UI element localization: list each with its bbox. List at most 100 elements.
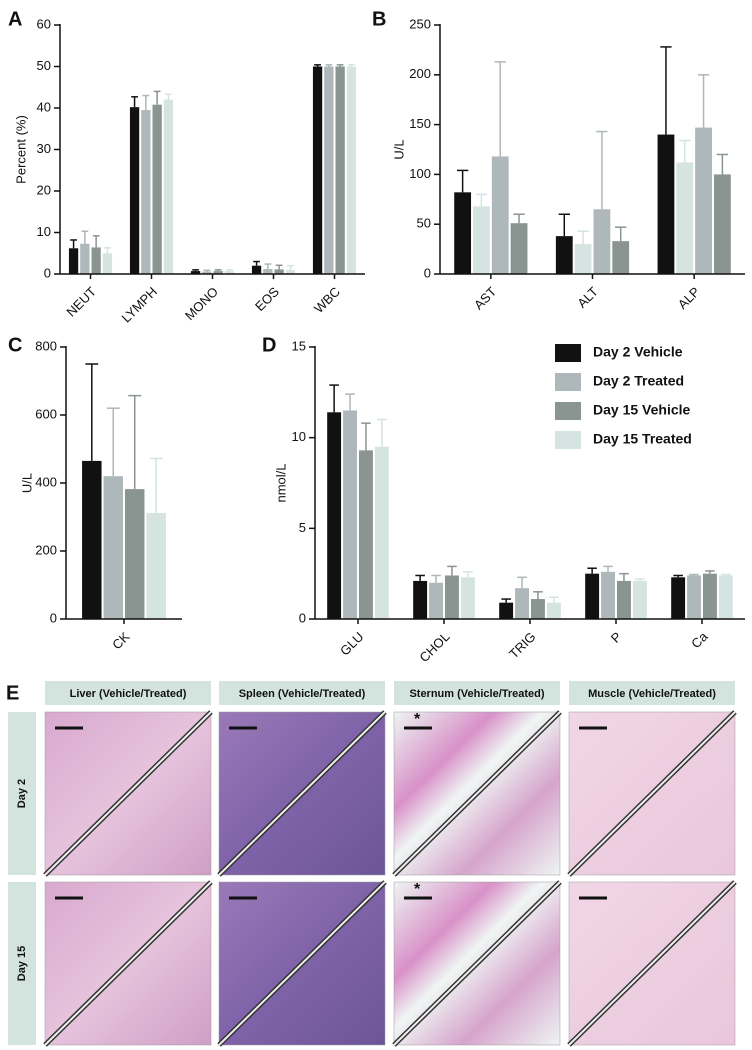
bar	[687, 575, 701, 619]
bar	[251, 265, 262, 274]
bar	[454, 192, 472, 274]
bar	[460, 577, 475, 619]
y-tick-label: 5	[299, 520, 306, 535]
bar	[491, 156, 509, 274]
error-bar	[325, 64, 333, 67]
column-header-box	[394, 681, 560, 705]
y-tick-label: 250	[409, 16, 431, 31]
x-tick-label: CHOL	[416, 629, 452, 665]
column-header: Sternum (Vehicle/Treated)	[409, 688, 544, 700]
bar	[671, 577, 686, 619]
error-bar	[673, 574, 683, 578]
error-bar	[533, 591, 543, 600]
bar	[718, 575, 733, 619]
bar	[429, 582, 443, 619]
y-tick-label: 200	[409, 66, 431, 81]
error-bar	[226, 269, 233, 272]
column-header-box	[45, 681, 211, 705]
split-line-inner	[218, 881, 386, 1046]
y-tick-label: 0	[50, 610, 57, 625]
bar	[713, 174, 731, 274]
bar	[324, 66, 334, 274]
x-tick-label: TRIG	[506, 629, 539, 662]
bar	[601, 571, 615, 619]
panel-label: C	[8, 334, 22, 356]
bar	[274, 269, 284, 274]
error-bar	[142, 94, 150, 111]
error-bar	[494, 61, 506, 157]
legend-swatch	[555, 373, 581, 391]
x-tick-label: Ca	[688, 628, 711, 651]
bar	[632, 580, 647, 619]
bar	[141, 110, 151, 274]
legend-label: Day 2 Treated	[593, 373, 684, 389]
legend-swatch	[555, 402, 581, 420]
error-bar	[329, 384, 339, 413]
bar	[510, 223, 528, 274]
error-bar	[415, 574, 425, 581]
error-bar	[716, 153, 729, 175]
row-header-box	[8, 712, 36, 875]
error-bar	[615, 226, 627, 242]
x-tick-label: NEUT	[63, 284, 99, 320]
x-tick-label: MONO	[182, 284, 221, 323]
bar	[515, 588, 529, 619]
bar	[617, 580, 631, 619]
bar	[103, 476, 123, 619]
error-bar	[348, 64, 355, 67]
bar	[546, 602, 561, 619]
row-header: Day 15	[16, 946, 28, 981]
legend-label: Day 2 Vehicle	[593, 344, 683, 360]
y-tick-label: 0	[44, 265, 51, 280]
y-tick-label: 0	[424, 265, 431, 280]
y-axis-label: U/L	[19, 473, 34, 493]
y-tick-label: 0	[299, 610, 306, 625]
error-bar	[165, 93, 172, 100]
bar	[499, 602, 514, 619]
error-bar	[679, 139, 691, 163]
y-tick-label: 10	[292, 429, 306, 444]
bar	[703, 573, 717, 619]
x-tick-label: ALT	[574, 284, 601, 311]
error-bar	[577, 230, 589, 245]
error-bar	[253, 260, 260, 266]
error-bar	[619, 572, 629, 581]
split-line-inner	[44, 881, 212, 1046]
bar	[413, 580, 428, 619]
error-bar	[558, 213, 570, 237]
bar	[695, 127, 712, 274]
marker: *	[414, 711, 421, 728]
panel-label: D	[262, 334, 276, 356]
error-bar	[501, 598, 511, 603]
error-bar	[431, 574, 441, 583]
error-bar	[705, 570, 715, 574]
marker: *	[414, 881, 421, 898]
column-header: Spleen (Vehicle/Treated)	[239, 688, 366, 700]
error-bar	[697, 74, 710, 128]
x-tick-label: EOS	[252, 284, 282, 314]
bar	[473, 206, 490, 274]
row-header-box	[8, 882, 36, 1045]
error-bar	[287, 264, 294, 270]
bar	[146, 512, 166, 619]
y-tick-label: 15	[292, 338, 306, 353]
bar	[574, 244, 592, 274]
error-bar	[275, 264, 283, 270]
error-bar	[336, 64, 344, 67]
error-bar	[131, 96, 138, 108]
error-bar	[203, 269, 211, 272]
bar	[80, 243, 90, 274]
bar	[224, 271, 235, 274]
panel-label: E	[6, 682, 19, 704]
x-tick-label: LYMPH	[118, 284, 160, 326]
error-bar	[603, 565, 613, 572]
bar	[263, 269, 273, 274]
bar	[327, 412, 342, 619]
bar	[285, 269, 296, 274]
error-bar	[85, 363, 99, 461]
bar	[163, 99, 174, 274]
error-bar	[106, 407, 120, 477]
bar	[213, 271, 223, 274]
y-tick-label: 100	[409, 166, 431, 181]
